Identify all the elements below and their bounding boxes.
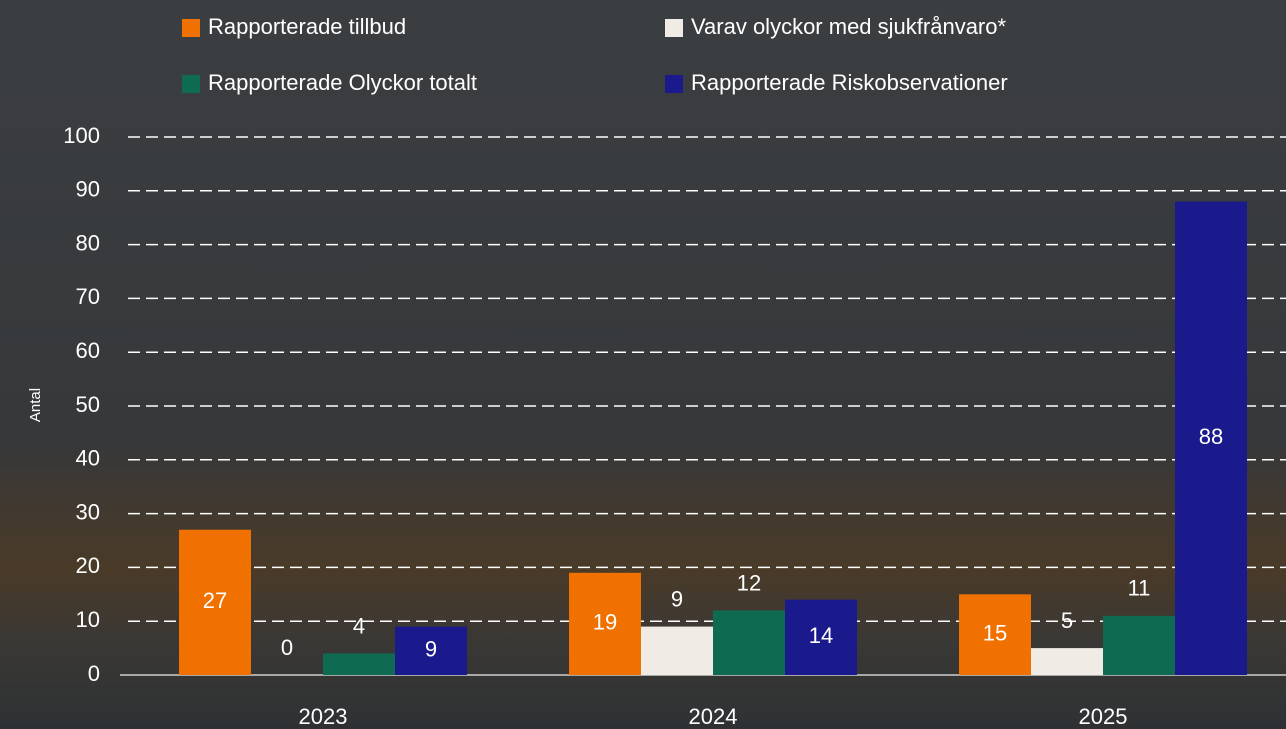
- bar: [1103, 615, 1175, 675]
- data-label: 14: [809, 623, 833, 648]
- legend-label: Rapporterade Olyckor totalt: [208, 70, 477, 95]
- bar: [785, 599, 857, 675]
- x-tick-label: 2025: [1079, 704, 1128, 729]
- data-label: 11: [1128, 576, 1151, 601]
- data-label: 5: [1061, 608, 1073, 633]
- legend-swatch: [665, 19, 683, 37]
- data-label: 0: [281, 635, 293, 660]
- y-tick-label: 60: [76, 338, 100, 363]
- y-tick-label: 80: [76, 230, 100, 255]
- y-tick-label: 100: [63, 123, 100, 148]
- legend-swatch: [182, 75, 200, 93]
- data-label: 12: [737, 570, 761, 595]
- y-tick-label: 30: [76, 499, 100, 524]
- bar: [1175, 201, 1247, 675]
- x-tick-label: 2024: [689, 704, 738, 729]
- y-tick-label: 10: [76, 607, 100, 632]
- bar: [1031, 648, 1103, 675]
- legend-swatch: [182, 19, 200, 37]
- bar: [569, 572, 641, 675]
- data-label: 27: [203, 588, 227, 613]
- x-tick-label: 2023: [299, 704, 348, 729]
- legend-swatch: [665, 75, 683, 93]
- data-label: 15: [983, 620, 1007, 645]
- y-tick-label: 0: [88, 661, 100, 686]
- bar: [959, 594, 1031, 675]
- y-tick-label: 20: [76, 553, 100, 578]
- y-tick-label: 90: [76, 177, 100, 202]
- y-tick-label: 70: [76, 284, 100, 309]
- y-axis-label: Antal: [27, 388, 44, 422]
- y-tick-label: 50: [76, 392, 100, 417]
- data-label: 19: [593, 610, 617, 635]
- bar: [323, 653, 395, 675]
- bar: [395, 626, 467, 675]
- bar: [641, 626, 713, 675]
- bar: [179, 529, 251, 675]
- legend-label: Rapporterade Riskobservationer: [691, 70, 1008, 95]
- legend-label: Varav olyckor med sjukfrånvaro*: [691, 14, 1006, 39]
- data-label: 9: [425, 637, 437, 662]
- y-tick-label: 40: [76, 446, 100, 471]
- data-label: 4: [353, 613, 365, 638]
- data-label: 88: [1199, 424, 1223, 449]
- data-label: 9: [671, 586, 683, 611]
- bar: [713, 610, 785, 675]
- legend-label: Rapporterade tillbud: [208, 14, 406, 39]
